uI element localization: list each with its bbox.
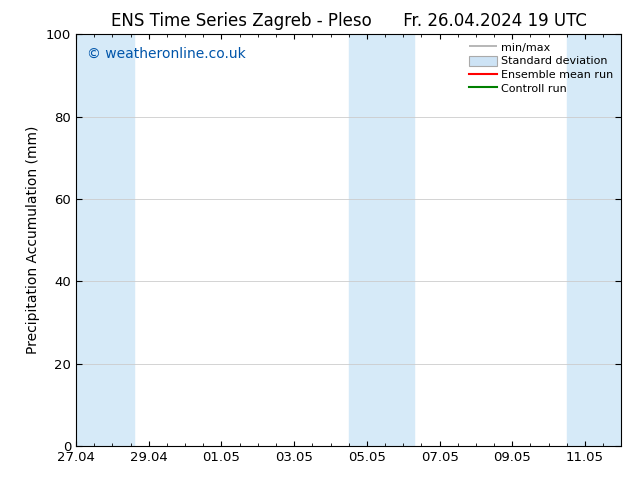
Bar (76, 34, 134, 446)
Title: ENS Time Series Zagreb - Pleso      Fr. 26.04.2024 19 UTC: ENS Time Series Zagreb - Pleso Fr. 26.04… (111, 12, 586, 30)
Bar (567, 34, 621, 446)
Legend: min/max, Standard deviation, Ensemble mean run, Controll run: min/max, Standard deviation, Ensemble me… (467, 40, 616, 96)
Text: © weatheronline.co.uk: © weatheronline.co.uk (87, 47, 246, 61)
Y-axis label: Precipitation Accumulation (mm): Precipitation Accumulation (mm) (27, 126, 41, 354)
Bar (349, 34, 414, 446)
